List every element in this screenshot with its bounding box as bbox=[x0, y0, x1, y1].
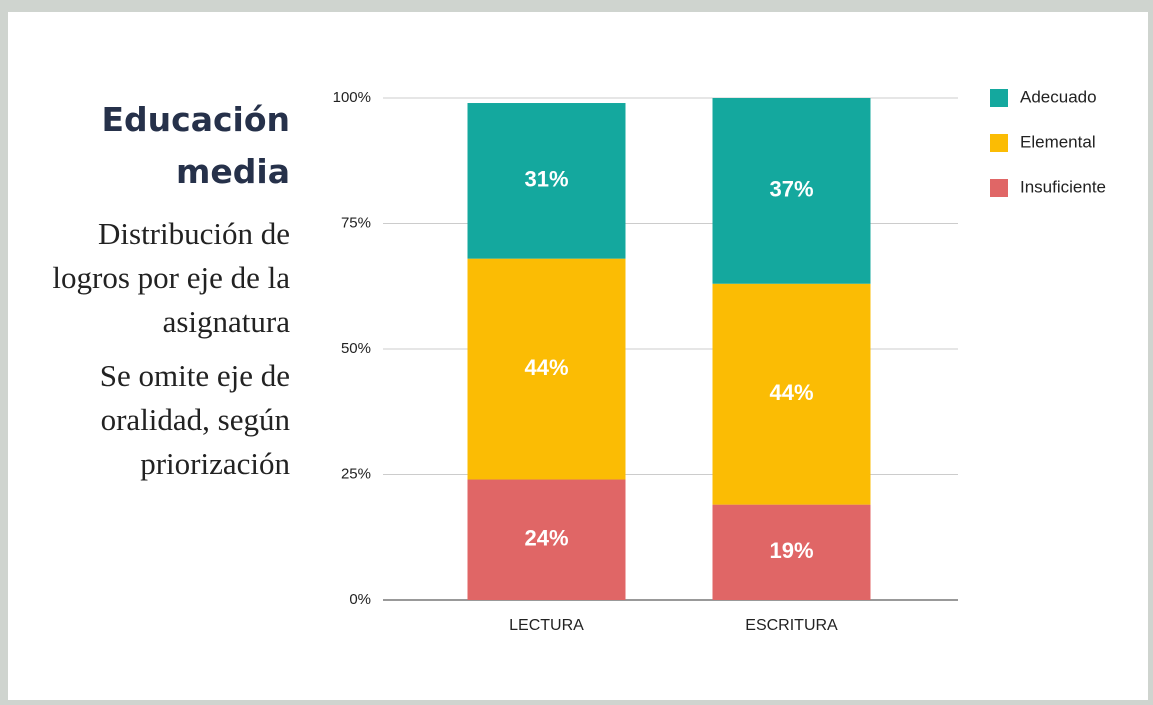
data-label: 19% bbox=[769, 538, 813, 563]
bar-segment bbox=[712, 504, 871, 600]
y-tick-label: 100% bbox=[333, 89, 371, 106]
legend-swatch bbox=[990, 134, 1008, 152]
y-tick-label: 0% bbox=[349, 591, 371, 608]
text-line: Se omite eje de bbox=[99, 358, 290, 393]
bar-segment bbox=[467, 258, 626, 480]
legend-label: Insuficiente bbox=[1020, 177, 1106, 196]
bar-segment bbox=[467, 103, 626, 259]
text-line: Distribución de bbox=[98, 216, 290, 251]
legend-label: Elemental bbox=[1020, 132, 1096, 151]
x-tick-label: LECTURA bbox=[509, 617, 584, 634]
legend-swatch bbox=[990, 179, 1008, 197]
bar-segment bbox=[467, 479, 626, 600]
bar-segment bbox=[712, 98, 871, 284]
data-label: 44% bbox=[524, 355, 568, 380]
x-tick-label: ESCRITURA bbox=[745, 617, 838, 634]
data-label: 44% bbox=[769, 380, 813, 405]
text-line: priorización bbox=[140, 446, 290, 481]
data-label: 31% bbox=[524, 167, 568, 192]
text-line: logros por eje de la bbox=[52, 260, 290, 295]
text-panel: Educación media Distribución de logros po… bbox=[8, 94, 290, 496]
data-label: 24% bbox=[524, 526, 568, 551]
y-tick-label: 50% bbox=[341, 340, 371, 357]
bar-segment bbox=[712, 283, 871, 505]
y-tick-label: 75% bbox=[341, 214, 371, 231]
legend-swatch bbox=[990, 89, 1008, 107]
title: Educación media bbox=[101, 100, 290, 191]
paragraph: Se omite eje de oralidad, según priorizaci… bbox=[8, 354, 290, 486]
text-line: oralidad, según bbox=[100, 402, 290, 437]
legend-label: Adecuado bbox=[1020, 87, 1097, 106]
text-line: asignatura bbox=[162, 304, 290, 339]
paragraph: Distribución de logros por eje de la asign… bbox=[8, 212, 290, 344]
y-tick-label: 25% bbox=[341, 465, 371, 482]
data-label: 37% bbox=[769, 177, 813, 202]
paragraphs: Distribución de logros por eje de la asign… bbox=[8, 212, 290, 486]
